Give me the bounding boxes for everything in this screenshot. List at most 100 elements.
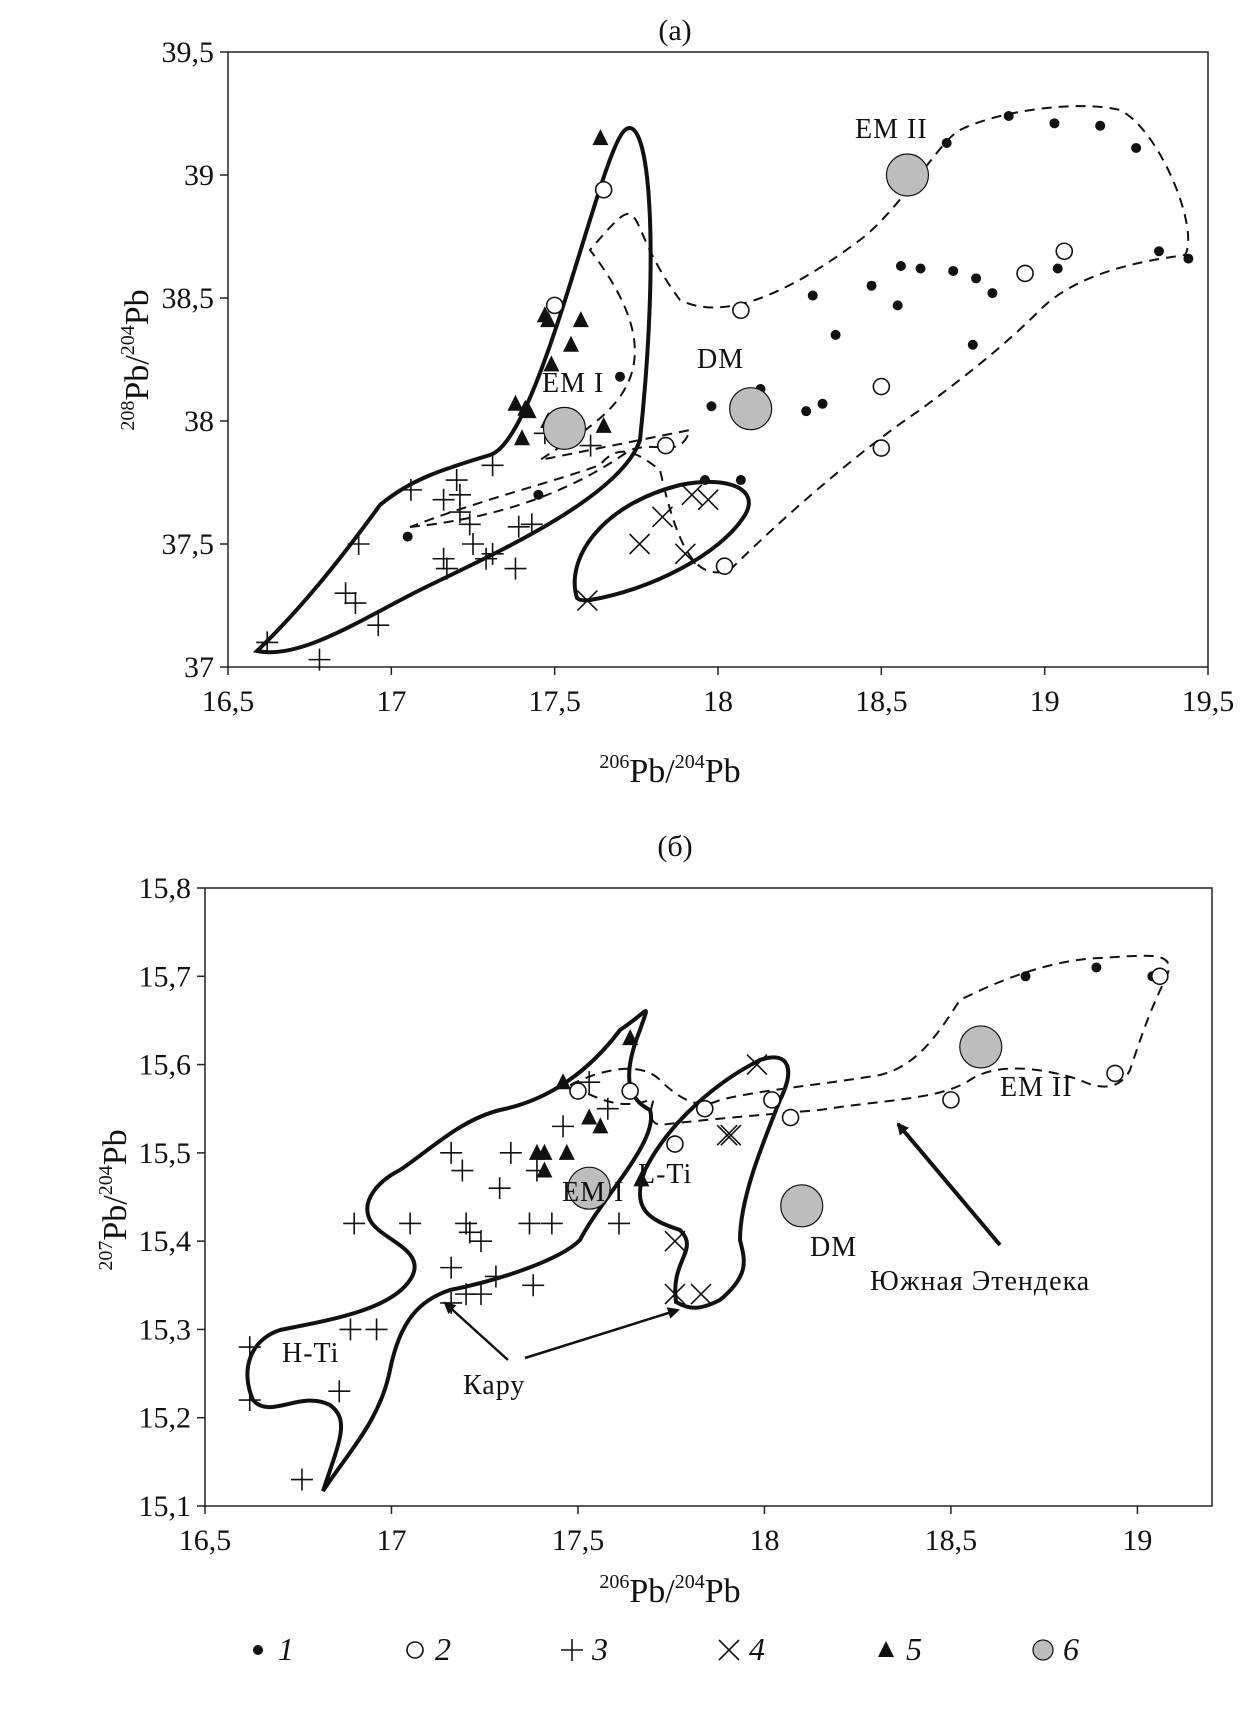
panel-a-point-plus (256, 631, 279, 654)
panel-a-point-plus (367, 614, 390, 637)
panel-a-annotation-em2: EM II (855, 114, 928, 145)
panel-b-point-plus (238, 1336, 261, 1359)
panel-a-point-circle-open (872, 377, 891, 396)
panel-a-point-cross (697, 489, 719, 511)
panel-a-point-dot (735, 475, 746, 486)
panel-b-point-plus (484, 1265, 507, 1288)
panel-a-y-tick-label: 38 (184, 405, 214, 438)
panel-a-point-plus (462, 533, 484, 555)
panel-a-point-dot (1183, 253, 1194, 264)
panel-b-y-base: Pb/ (97, 1195, 134, 1241)
panel-b-y-tick-label: 15,4 (139, 1225, 192, 1258)
panel-b-point-triangle (536, 1161, 553, 1178)
panel-a-point-circle-open (872, 439, 891, 457)
panel-a-point-plus (504, 557, 527, 580)
panel-b-point-circle-open (763, 1091, 781, 1109)
panel-a-point-dot (1095, 120, 1106, 131)
panel-b-point-plus (607, 1212, 630, 1235)
panel-b-point-plus (540, 1212, 563, 1235)
panel-b-x-tick-label: 17 (376, 1524, 406, 1557)
panel-a-point-dot (915, 263, 926, 274)
panel-b-y-end: Pb (97, 1129, 134, 1165)
panel-b-points (238, 962, 1169, 1491)
panel-a: (а) 16,5 17 17,5 18 18,5 19 19,5 37 37,5 38 38,5 39… (117, 14, 1234, 790)
panel-a-point-circle-gray (542, 406, 587, 450)
panel-a-point-circle-open (732, 301, 750, 320)
panel-a-y-sup1: 208 (117, 401, 139, 431)
panel-a-y-tick-label: 37,5 (162, 528, 215, 561)
panel-a-point-dot (817, 398, 828, 409)
panel-b-point-plus (488, 1177, 511, 1200)
panel-b-x-end: Pb (705, 1573, 741, 1610)
panel-b-outlines (245, 954, 1170, 1493)
panel-b-point-cross (664, 1230, 686, 1252)
panel-a-point-plus (481, 542, 504, 565)
panel-b-point-plus (399, 1212, 422, 1235)
panel-b-point-circle-gray (567, 1166, 611, 1210)
panel-b-point-triangle (622, 1029, 639, 1046)
panel-b-point-circle-gray (780, 1184, 824, 1228)
panel-b-point-circle-open (1150, 967, 1169, 986)
panel-a-point-dot (830, 329, 841, 340)
panel-b-y-tick-label: 15,1 (139, 1490, 192, 1523)
panel-b-x-tick-label: 19 (1122, 1524, 1152, 1557)
panel-b-point-dot (1091, 962, 1102, 973)
panel-b-title: (б) (657, 830, 692, 863)
legend-item-1: 1 (253, 1631, 294, 1667)
panel-b-point-plus (440, 1141, 463, 1164)
panel-a-point-dot (699, 475, 710, 486)
panel-a-x-tick-label: 18,5 (855, 685, 908, 718)
panel-b-y-tick-label: 15,3 (139, 1313, 192, 1346)
panel-b: (б) 16,5 17 17,5 18 18,5 19 15,1 15,2 15,3 15,4 15… (95, 830, 1213, 1610)
panel-b-point-triangle (581, 1108, 598, 1125)
panel-a-point-triangle (563, 335, 579, 352)
panel-b-annotation-em2: EM II (1000, 1072, 1073, 1103)
panel-a-axes: 16,5 17 17,5 18 18,5 19 19,5 37 37,5 38 38,5 39 39,5 (162, 36, 1235, 718)
panel-a-point-dot (1131, 142, 1142, 153)
panel-b-point-plus (522, 1274, 545, 1297)
panel-a-outline-dashed-upper (409, 105, 1190, 574)
legend-item-4: 4 (718, 1631, 765, 1667)
legend-label: 4 (749, 1631, 765, 1667)
panel-a-point-circle-gray (729, 387, 773, 431)
panel-a-x-tick-label: 19,5 (1182, 685, 1235, 718)
panel-a-point-plus (481, 454, 504, 477)
panel-b-annotation-l-ti: L-Ti (638, 1159, 692, 1190)
legend: 1 2 3 4 5 6 (253, 1631, 1079, 1667)
panel-b-y-sup1: 207 (95, 1241, 117, 1271)
panel-a-point-dot (706, 401, 717, 412)
panel-a-outline-cross-field (572, 479, 751, 603)
panel-b-point-circle-gray (959, 1025, 1003, 1069)
panel-a-point-dot (1052, 263, 1063, 274)
panel-a-points (256, 110, 1194, 671)
legend-label: 5 (906, 1631, 922, 1667)
panel-b-point-plus (596, 1097, 619, 1120)
panel-a-point-dot (987, 288, 998, 299)
panel-b-point-plus (328, 1380, 351, 1403)
panel-a-point-dot (402, 531, 413, 542)
panel-b-annotation-h-ti: H-Ti (282, 1338, 339, 1369)
legend-label: 1 (278, 1631, 294, 1667)
panel-b-x-tick-label: 18 (749, 1524, 779, 1557)
panel-a-point-dot (971, 273, 982, 284)
panel-b-axes: 16,5 17 17,5 18 18,5 19 15,1 15,2 15,3 15,4 15,5 15… (139, 872, 1153, 1557)
panel-b-point-circle-open (695, 1099, 714, 1118)
legend-item-2: 2 (406, 1631, 451, 1667)
panel-a-y-tick-label: 38,5 (162, 282, 215, 315)
panel-a-point-plus (507, 515, 530, 538)
legend-item-3: 3 (561, 1631, 608, 1667)
panel-b-y-tick-label: 15,7 (139, 960, 192, 993)
panel-a-point-plus (475, 547, 498, 570)
panel-b-point-cross (746, 1054, 768, 1076)
panel-a-point-plus (344, 592, 367, 615)
panel-a-point-cross (651, 506, 674, 528)
panel-b-point-circle-open (1106, 1064, 1124, 1083)
panel-b-point-plus (343, 1212, 366, 1235)
panel-a-annotation-dm: DM (697, 344, 744, 375)
panel-a-point-plus (432, 547, 455, 570)
panel-a-point-dot (1049, 118, 1060, 129)
panel-b-annotation-karoo: Кару (463, 1370, 525, 1401)
panel-a-x-tick-label: 17 (376, 685, 406, 718)
panel-a-point-plus (445, 469, 468, 492)
panel-a-point-dot (807, 290, 818, 301)
